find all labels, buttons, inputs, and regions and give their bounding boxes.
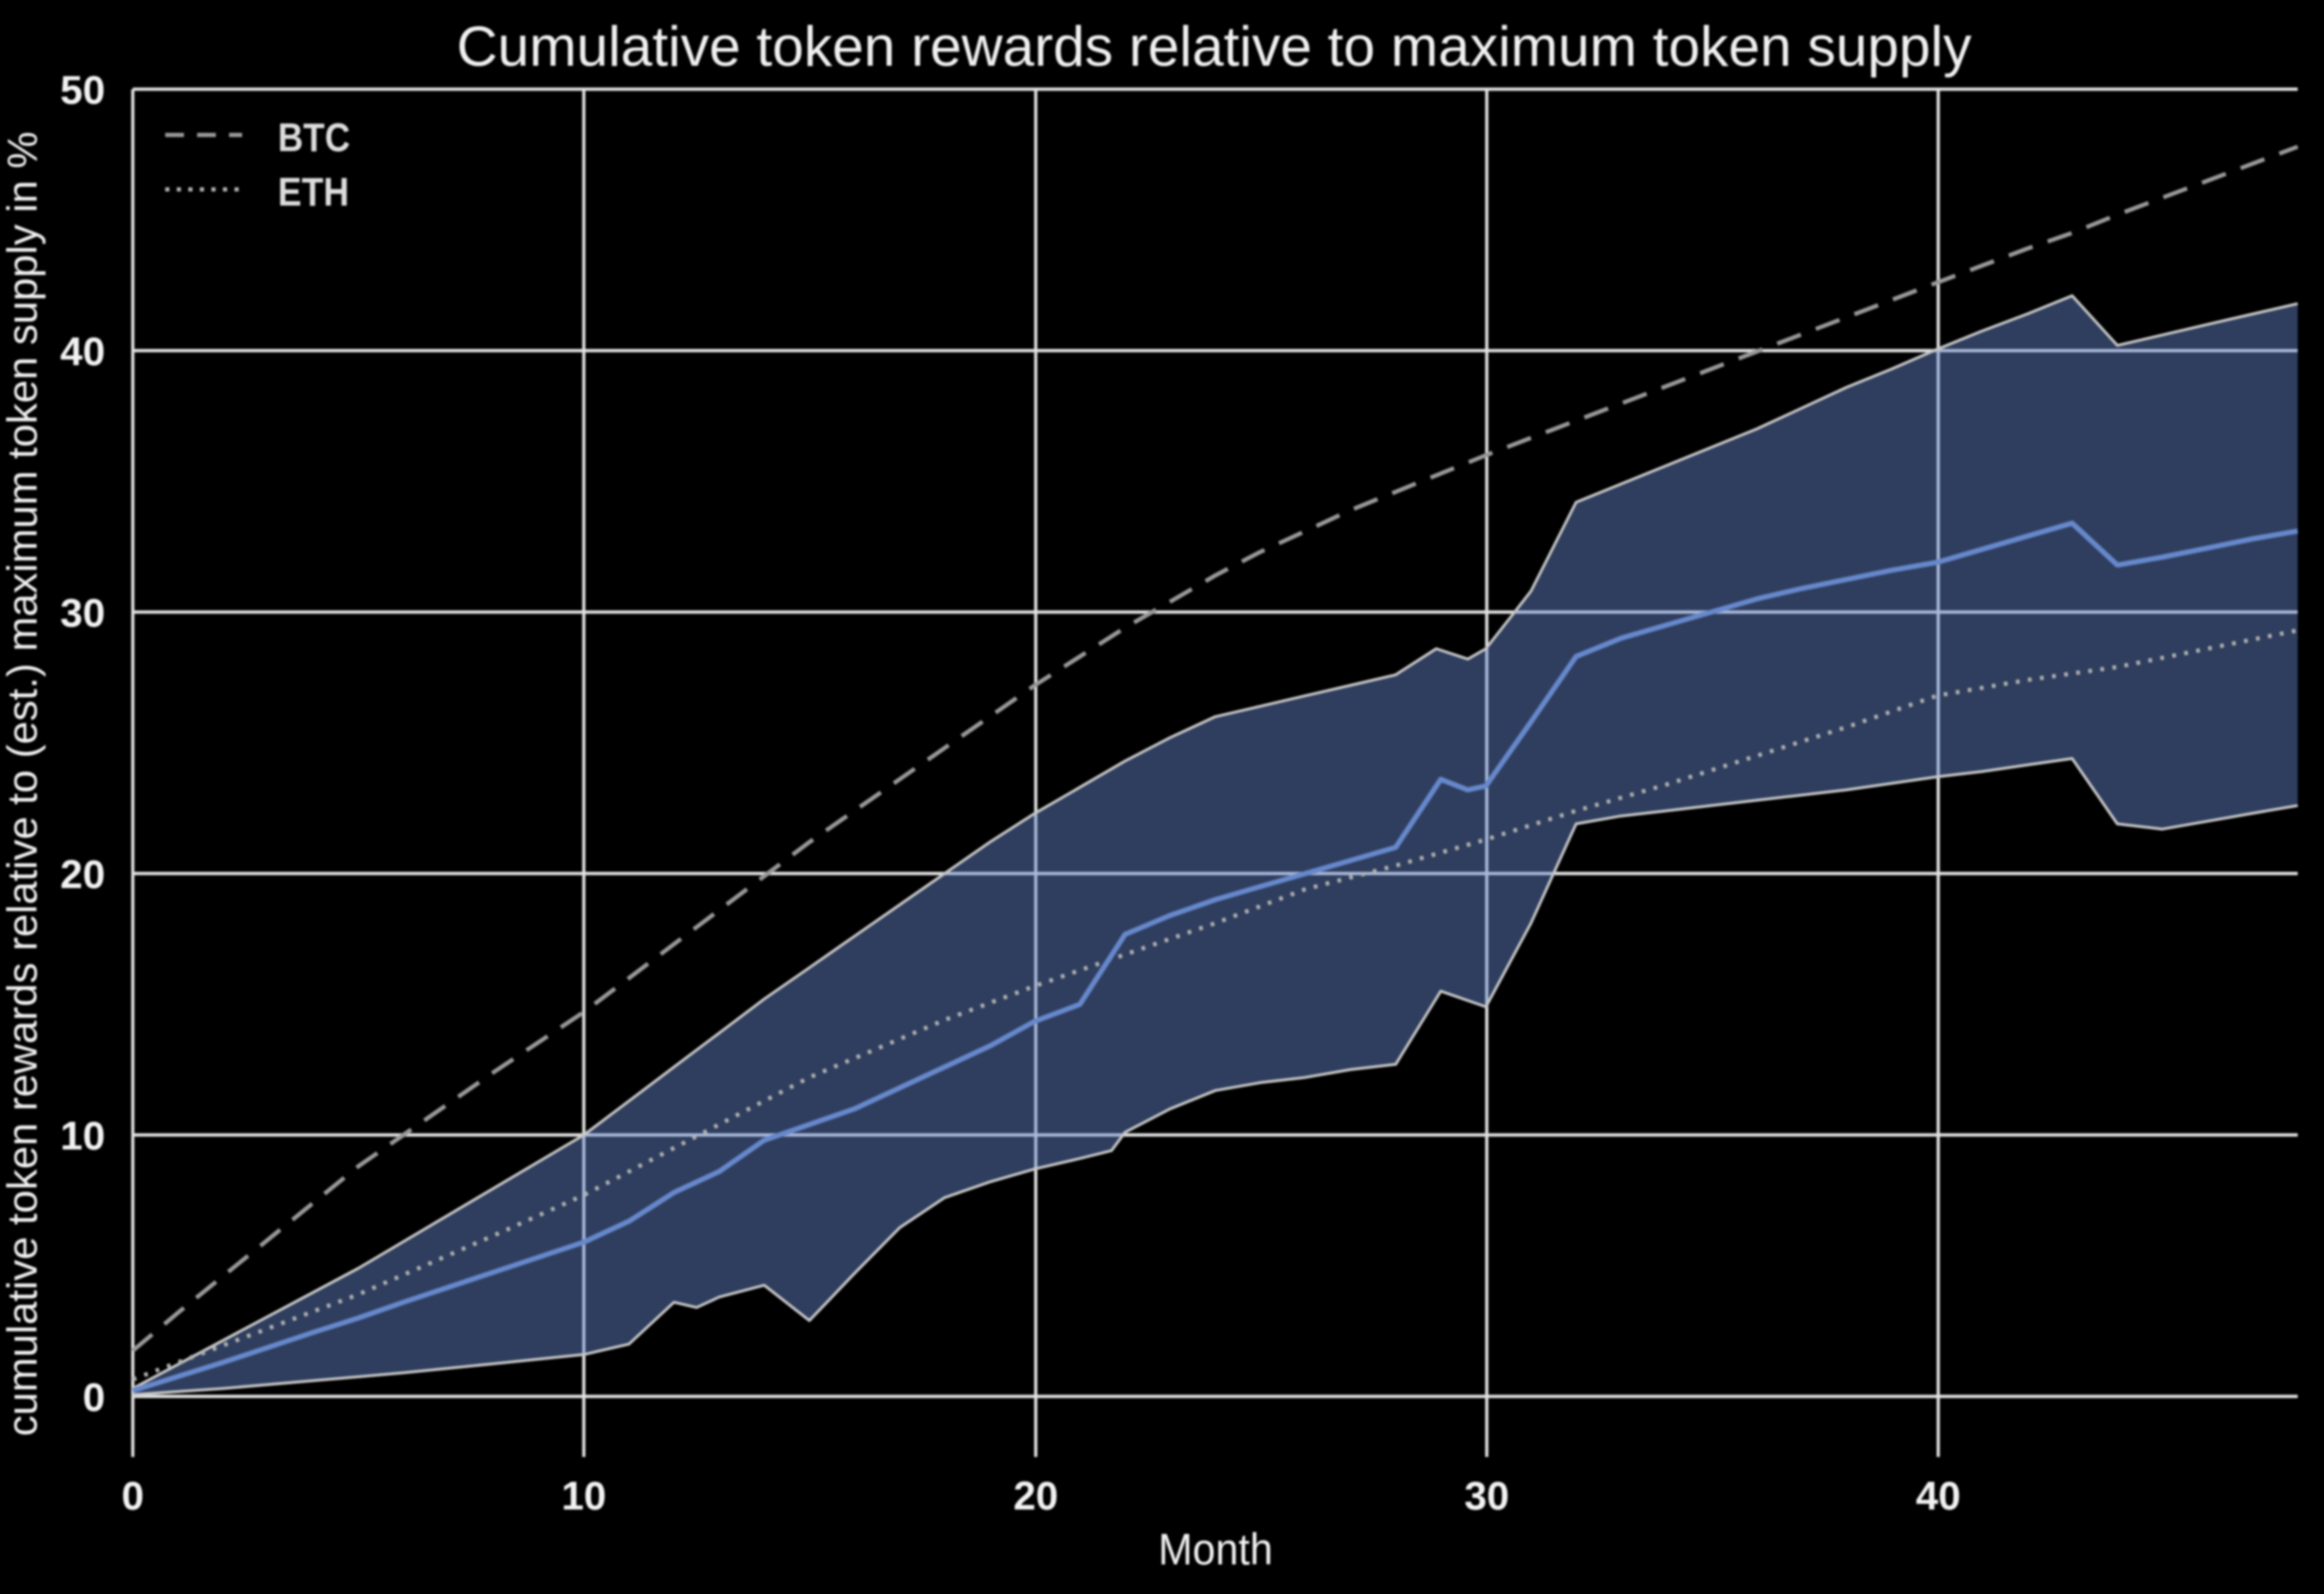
svg-text:40: 40 [60, 330, 105, 375]
svg-text:40: 40 [1916, 1474, 1961, 1519]
svg-text:30: 30 [60, 591, 105, 636]
svg-text:30: 30 [1464, 1474, 1509, 1519]
svg-text:cumulative token rewards relat: cumulative token rewards relative to (es… [0, 131, 46, 1436]
svg-text:Cumulative token rewards relat: Cumulative token rewards relative to max… [456, 14, 1972, 78]
svg-text:50: 50 [60, 69, 105, 114]
svg-text:10: 10 [60, 1114, 105, 1159]
svg-text:20: 20 [1014, 1474, 1059, 1519]
svg-text:10: 10 [561, 1474, 606, 1519]
svg-text:20: 20 [60, 852, 105, 897]
svg-text:Month: Month [1158, 1525, 1273, 1574]
svg-text:0: 0 [83, 1375, 105, 1420]
svg-text:ETH: ETH [278, 170, 349, 215]
svg-text:BTC: BTC [278, 115, 350, 161]
svg-text:0: 0 [122, 1474, 145, 1519]
